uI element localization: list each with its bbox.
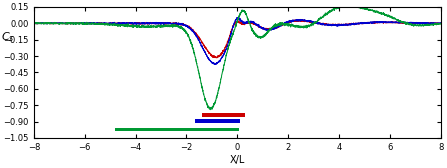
X-axis label: X/L: X/L — [230, 155, 245, 164]
Y-axis label: $C_s$: $C_s$ — [0, 30, 14, 44]
